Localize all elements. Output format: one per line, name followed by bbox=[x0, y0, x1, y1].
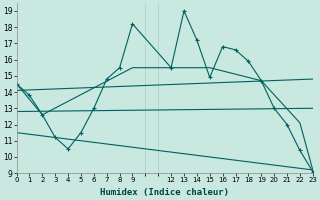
X-axis label: Humidex (Indice chaleur): Humidex (Indice chaleur) bbox=[100, 188, 229, 197]
